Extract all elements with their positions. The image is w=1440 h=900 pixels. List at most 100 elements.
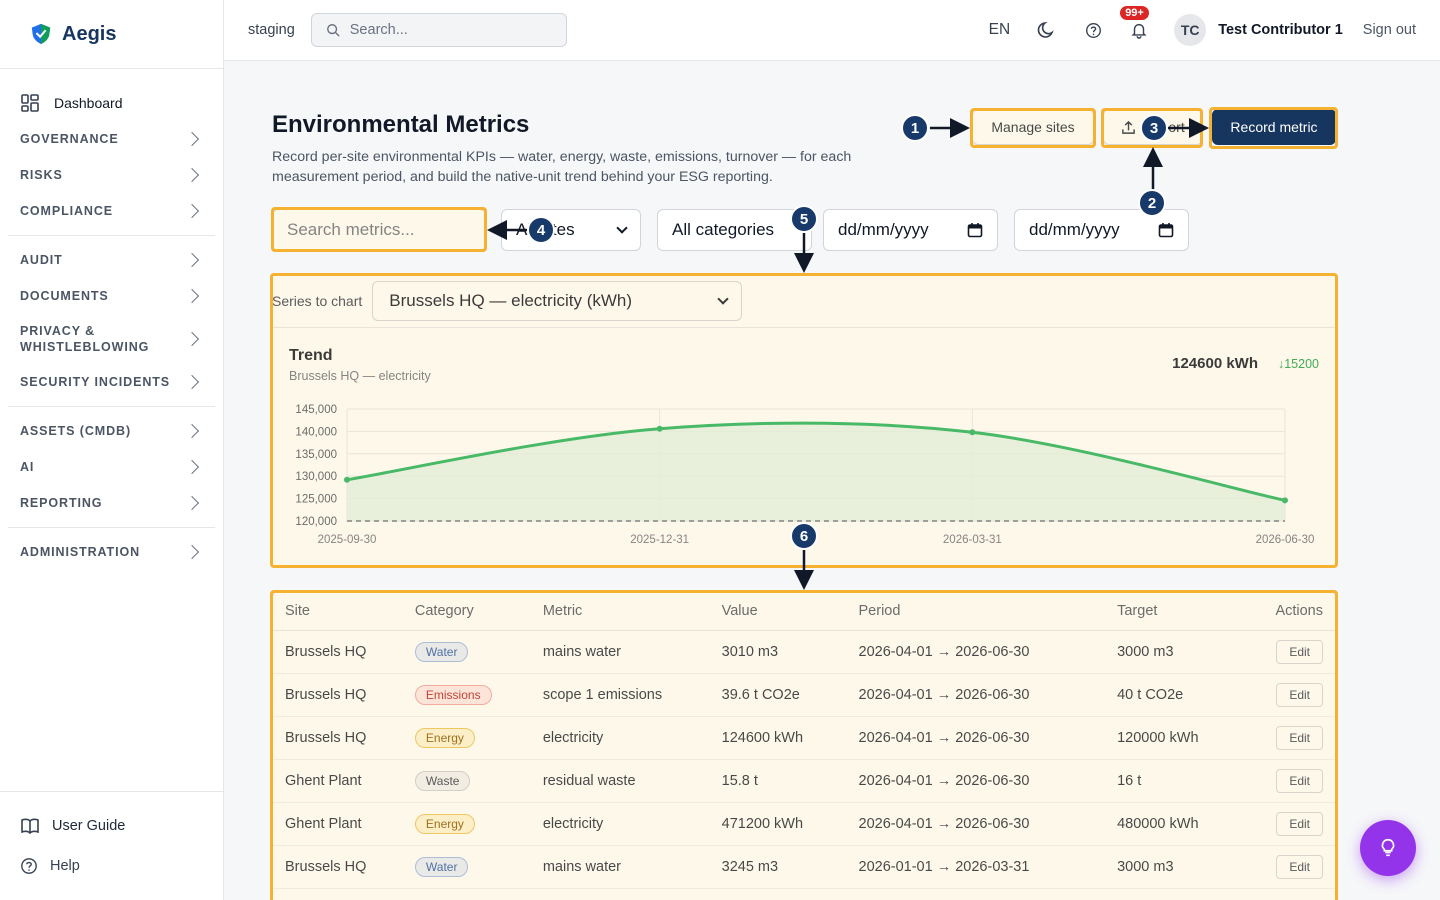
y-tick-label: 145,000 — [295, 404, 337, 416]
sidebar-item-label: AUDIT — [20, 253, 63, 267]
actions-cell: Edit — [1234, 802, 1335, 846]
metric-cell: electricity — [530, 802, 710, 846]
sidebar-item-dashboard[interactable]: Dashboard — [8, 85, 215, 121]
series-line — [346, 421, 1286, 502]
value-cell: 124600 kWh — [709, 716, 847, 760]
sidebar-item-governance[interactable]: GOVERNANCE — [8, 121, 215, 157]
period-cell: 2026-01-01 → 2026-03-31 — [846, 845, 1106, 889]
trend-latest-value: 124600 kWh — [1172, 355, 1258, 372]
sidebar-item-ai[interactable]: AI — [8, 449, 215, 485]
page-title: Environmental Metrics — [272, 111, 530, 138]
global-search-input[interactable]: Search... — [310, 13, 567, 47]
edit-button[interactable]: Edit — [1276, 639, 1323, 664]
brand[interactable]: Aegis — [0, 0, 223, 69]
chevron-down-icon — [616, 222, 628, 234]
chevron-right-icon — [184, 544, 200, 560]
y-tick-label: 120,000 — [295, 516, 337, 528]
series-select[interactable]: Brussels HQ — electricity (kWh) — [372, 280, 743, 321]
edit-button[interactable]: Edit — [1276, 811, 1323, 836]
target-cell: 120000 kWh — [1105, 716, 1235, 760]
y-tick-label: 135,000 — [295, 449, 337, 461]
site-cell: Brussels HQ — [273, 716, 403, 760]
sidebar-item-reporting[interactable]: REPORTING — [8, 485, 215, 521]
trend-chart: 120,000 125,000 130,000 135,000 140,000 145,0… — [295, 404, 1314, 546]
x-tick-label: 2026-03-31 — [943, 534, 1002, 546]
sidebar-footer: User Guide Help — [0, 791, 223, 900]
page-description: Record per-site environmental KPIs — wat… — [272, 149, 852, 185]
edit-button[interactable]: Edit — [1276, 854, 1323, 879]
column-header: Metric — [530, 592, 710, 631]
category-badge: Emissions — [414, 684, 492, 705]
column-header: Target — [1105, 592, 1235, 631]
metric-cell: residual waste — [530, 759, 710, 803]
environment-label: staging — [248, 22, 295, 38]
notifications-button[interactable]: 99+ — [1120, 6, 1150, 41]
sidebar-item-risks[interactable]: RISKS — [8, 157, 215, 193]
series-label: Series to chart — [272, 292, 363, 309]
record-metric-button[interactable]: Record metric — [1212, 109, 1336, 145]
language-switcher[interactable]: EN — [988, 21, 1011, 38]
help-link[interactable]: Help — [20, 846, 203, 886]
table-row: Ghent Plant Waste residual waste 15.8 t 2026… — [273, 759, 1335, 803]
chevron-down-icon — [717, 292, 729, 305]
date-from-input[interactable]: dd/mm/yyyy — [823, 209, 998, 251]
chevron-right-icon — [184, 374, 200, 390]
edit-button[interactable]: Edit — [1276, 725, 1323, 750]
category-cell: Water — [402, 845, 531, 889]
period-cell: 2026-04-01 → 2026-06-30 — [846, 716, 1106, 760]
sidebar-item-audit[interactable]: AUDIT — [8, 242, 215, 278]
annotation-marker-4: 4 — [527, 216, 555, 244]
value-cell: 3245 m3 — [709, 845, 847, 889]
table-row: Brussels HQ Energy electricity 124600 kWh 20… — [273, 716, 1335, 760]
sidebar-item-privacy[interactable]: PRIVACY & WHISTLEBLOWING — [8, 314, 215, 364]
value-cell: 39.6 t CO2e — [709, 673, 847, 717]
x-tick-label: 2025-09-30 — [318, 534, 377, 546]
search-placeholder: Search... — [349, 22, 408, 38]
manage-sites-button[interactable]: Manage sites — [972, 109, 1094, 145]
edit-button[interactable]: Edit — [1276, 682, 1323, 707]
data-point — [969, 429, 976, 436]
y-tick-label: 140,000 — [295, 426, 337, 438]
category-cell: Waste — [402, 759, 531, 803]
sidebar-item-security-incidents[interactable]: SECURITY INCIDENTS — [8, 364, 215, 400]
chevron-right-icon — [184, 288, 200, 304]
help-circle-icon — [1085, 22, 1101, 38]
target-cell: 16 t — [1105, 759, 1235, 803]
sidebar-item-documents[interactable]: DOCUMENTS — [8, 278, 215, 314]
chevron-right-icon — [184, 331, 200, 347]
date-to-input[interactable]: dd/mm/yyyy — [1014, 209, 1189, 251]
sites-select[interactable]: All sites — [501, 209, 641, 251]
sign-out-link[interactable]: Sign out — [1362, 22, 1416, 38]
shield-logo-icon — [31, 23, 51, 45]
sidebar-item-label: ADMINISTRATION — [20, 545, 140, 559]
table-header-row: Site Category Metric Value Period Target Actio… — [273, 592, 1335, 631]
sidebar-item-label: GOVERNANCE — [20, 132, 119, 146]
sidebar-item-compliance[interactable]: COMPLIANCE — [8, 193, 215, 229]
category-badge: Water — [414, 641, 469, 662]
edit-button[interactable]: Edit — [1276, 768, 1323, 793]
site-cell: Brussels HQ — [273, 845, 403, 889]
date-from-placeholder: dd/mm/yyyy — [838, 220, 929, 239]
metrics-search-input[interactable]: Search metrics... — [272, 209, 486, 251]
sidebar-item-label: REPORTING — [20, 496, 103, 510]
sidebar-item-assets[interactable]: ASSETS (CMDB) — [8, 413, 215, 449]
categories-select[interactable]: All categories — [657, 209, 812, 251]
sidebar-item-label: ASSETS (CMDB) — [20, 424, 132, 438]
sidebar-item-label: Dashboard — [54, 95, 123, 111]
search-icon — [326, 24, 340, 37]
help-button[interactable] — [1082, 19, 1104, 41]
table-row: Brussels HQ Water mains water 3010 m3 2026-0… — [273, 630, 1335, 674]
sidebar-item-administration[interactable]: ADMINISTRATION — [8, 534, 215, 570]
calendar-icon — [967, 223, 983, 238]
annotation-marker-6: 6 — [790, 522, 818, 550]
chevron-right-icon — [184, 131, 200, 147]
user-guide-link[interactable]: User Guide — [20, 806, 203, 846]
avatar[interactable]: TC — [1174, 14, 1207, 46]
column-header: Actions — [1234, 592, 1335, 631]
theme-toggle[interactable] — [1036, 19, 1058, 41]
help-label: Help — [50, 858, 80, 874]
sidebar-item-label: DOCUMENTS — [20, 289, 109, 303]
x-tick-label: 2025-12-31 — [630, 534, 689, 546]
assistant-button[interactable] — [1360, 820, 1416, 876]
series-select-value: Brussels HQ — electricity (kWh) — [389, 290, 633, 310]
